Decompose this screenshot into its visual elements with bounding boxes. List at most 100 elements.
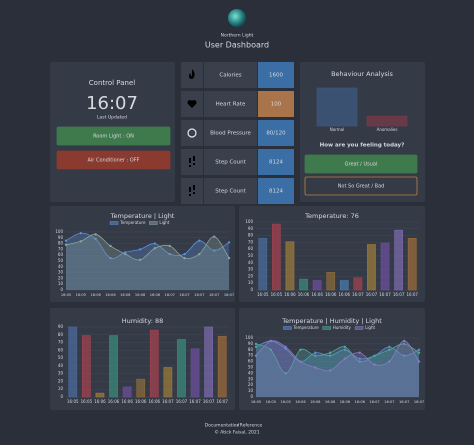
x-tick-label: 16:05 — [280, 400, 290, 404]
metric-label: Step Count — [215, 189, 246, 195]
metric-value-box — [258, 178, 294, 204]
icon-box — [181, 149, 203, 175]
x-tick-label: 16:05 — [257, 292, 269, 297]
metric-label-box — [204, 62, 257, 88]
x-tick-label: 16:07 — [414, 400, 424, 404]
line — [255, 340, 420, 372]
y-tick-label: 10 — [58, 386, 64, 391]
bar — [68, 326, 78, 398]
point — [109, 244, 112, 248]
x-tick-label: 16:06 — [325, 400, 336, 404]
y-tick-label: 100 — [55, 229, 63, 234]
steps-icon — [189, 185, 195, 196]
bar — [258, 238, 268, 291]
metric-value: 1600 — [269, 73, 283, 79]
bar — [149, 329, 159, 398]
clock-caption: Last Updated — [97, 115, 127, 121]
y-tick-label: 80 — [58, 332, 64, 337]
bar — [190, 348, 200, 398]
point — [79, 240, 83, 243]
area — [66, 233, 229, 290]
area — [256, 340, 419, 397]
point — [64, 239, 68, 242]
x-tick-label: 16:05 — [76, 293, 86, 297]
point — [388, 360, 391, 363]
metric-value: 80/120 — [266, 131, 286, 137]
chart-title: Temperature | Humidity | Light — [281, 317, 382, 325]
x-tick-label: 16:07 — [406, 292, 418, 297]
button-label[interactable]: Great / Usual — [345, 162, 378, 168]
flame-icon — [189, 69, 195, 79]
point — [64, 243, 68, 246]
y-tick-label: 40 — [58, 363, 64, 368]
y-tick-label: 90 — [248, 226, 254, 231]
point — [314, 354, 317, 357]
x-tick-label: 16:07 — [352, 292, 364, 297]
footer-link[interactable]: Reference — [240, 423, 263, 429]
y-tick-label: 20 — [58, 275, 64, 280]
clock: 16:07 — [86, 93, 138, 114]
bar — [326, 272, 336, 291]
legend-label: Temperature — [292, 325, 319, 330]
button[interactable] — [304, 154, 418, 174]
legend-label: Light — [159, 220, 169, 225]
point — [417, 351, 421, 354]
point — [284, 347, 287, 350]
footer-link[interactable]: Documentation — [205, 423, 240, 429]
bar — [163, 367, 173, 398]
button-label[interactable]: Room Light : ON — [93, 134, 134, 140]
y-tick-label: 70 — [248, 239, 254, 244]
bar — [316, 87, 358, 127]
point — [402, 354, 406, 357]
point — [343, 345, 347, 349]
gauge-icon — [187, 128, 197, 138]
y-tick-label: 70 — [58, 340, 64, 345]
y-tick-label: 50 — [58, 258, 64, 263]
y-tick-label: 40 — [248, 260, 254, 265]
point — [269, 348, 273, 351]
y-tick-label: 10 — [248, 388, 254, 393]
y-tick-label: 80 — [58, 241, 64, 246]
x-tick-label: 16:06 — [120, 293, 131, 297]
y-tick-label: 80 — [248, 347, 254, 352]
y-tick-label: 90 — [248, 341, 254, 346]
bar — [380, 242, 390, 291]
point — [343, 357, 347, 360]
point — [212, 249, 216, 252]
point — [138, 258, 142, 262]
y-tick-label: 100 — [245, 219, 253, 224]
button-label[interactable]: Not So Great / Bad — [338, 184, 385, 190]
metric-label: Calories — [219, 73, 241, 79]
metric-value: 8124 — [269, 189, 283, 195]
line — [255, 340, 420, 363]
y-tick-label: 50 — [248, 253, 254, 258]
point — [153, 242, 157, 245]
x-tick-label: 16:07 — [366, 292, 378, 297]
x-tick-label: 16:06 — [284, 292, 296, 297]
behaviour-card — [300, 62, 425, 202]
point — [124, 252, 127, 256]
steps-icon — [189, 156, 195, 167]
chart-card — [50, 308, 235, 410]
x-tick-label: 16:06 — [340, 400, 351, 404]
button[interactable] — [56, 150, 171, 170]
button[interactable] — [56, 126, 171, 146]
legend-swatch — [322, 326, 331, 330]
y-tick-label: 40 — [58, 264, 64, 269]
legend-swatch — [354, 326, 364, 330]
bar — [122, 386, 132, 398]
bar — [312, 280, 322, 291]
x-tick-label: 16:06 — [121, 399, 133, 404]
button[interactable] — [304, 176, 418, 196]
bar — [407, 238, 417, 291]
y-tick-label: 70 — [58, 246, 64, 251]
y-tick-label: 10 — [58, 281, 64, 286]
y-tick-label: 60 — [248, 359, 254, 364]
y-tick-label: 10 — [248, 280, 254, 285]
x-tick-label: 16:06 — [135, 399, 147, 404]
point — [328, 369, 332, 372]
y-tick-label: 0 — [250, 287, 253, 292]
point — [358, 360, 361, 363]
button-label[interactable]: Air Conditioner : OFF — [88, 158, 140, 164]
y-tick-label: 90 — [58, 235, 64, 240]
